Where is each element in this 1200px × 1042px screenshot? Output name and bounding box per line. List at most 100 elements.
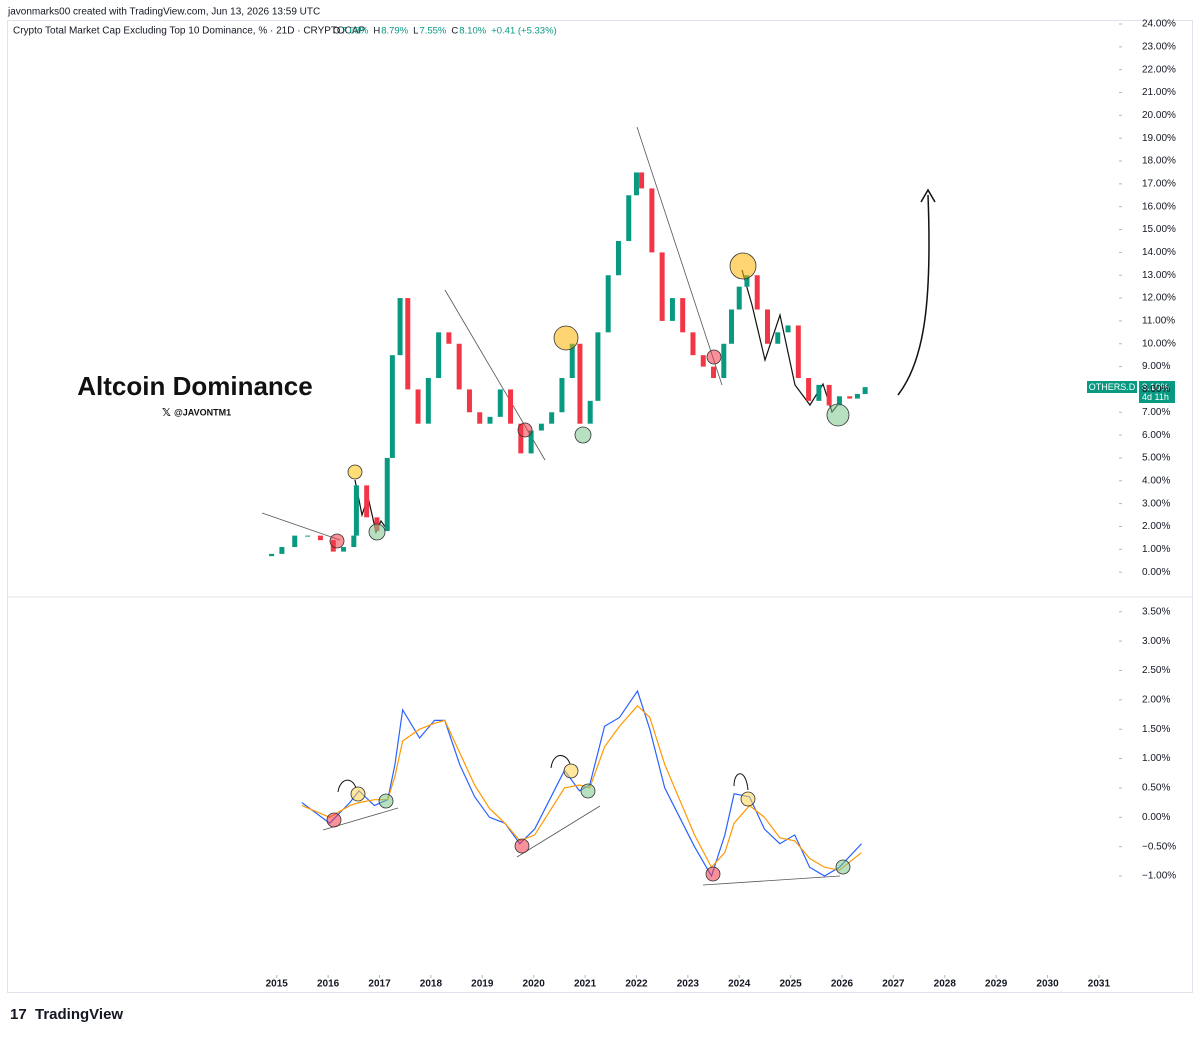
trend-line — [516, 805, 601, 858]
candle — [785, 325, 791, 333]
y-tick-label: 4.00% — [1142, 475, 1170, 486]
candle — [649, 188, 655, 253]
marker-yellow — [729, 252, 757, 280]
candle — [854, 394, 860, 399]
y-tick-label: −0.50% — [1142, 841, 1176, 852]
candle — [806, 378, 812, 401]
candle — [549, 412, 555, 424]
indicator-line — [301, 704, 862, 871]
ohlc-value: 8.10% — [459, 26, 486, 37]
candle — [269, 553, 275, 557]
candle — [744, 275, 750, 287]
y-tick-label: 2.00% — [1142, 521, 1170, 532]
candle — [764, 309, 770, 344]
y-tick-label: 18.00% — [1142, 156, 1176, 167]
marker-red — [326, 812, 342, 828]
y-tick-label: 6.00% — [1142, 430, 1170, 441]
arrow-head — [920, 188, 936, 203]
y-tick-label: 0.50% — [1142, 783, 1170, 794]
marker-red — [705, 866, 721, 882]
y-tick-label: 17.00% — [1142, 179, 1176, 190]
y-tick-label: 5.00% — [1142, 453, 1170, 464]
y-tick-label: 19.00% — [1142, 133, 1176, 144]
y-tick-label: 10.00% — [1142, 338, 1176, 349]
candle — [353, 485, 359, 536]
y-tick-label: 13.00% — [1142, 270, 1176, 281]
x-tick-label: 2023 — [677, 979, 700, 990]
symbol-tag — [1087, 381, 1137, 393]
marker-green — [826, 403, 850, 427]
candle — [466, 389, 472, 413]
candle — [700, 355, 706, 367]
curl-arrows — [337, 755, 749, 793]
candle — [508, 389, 514, 424]
candle — [680, 298, 686, 333]
candles — [269, 172, 868, 557]
candle — [456, 343, 462, 390]
candle — [587, 400, 593, 424]
candle — [497, 389, 503, 417]
y-tick-label: 1.50% — [1142, 724, 1170, 735]
marker-yellow — [347, 464, 363, 480]
x-tick-label: 2028 — [934, 979, 957, 990]
candle — [577, 343, 583, 424]
y-tick-label: −1.00% — [1142, 871, 1176, 882]
marker-green — [835, 859, 851, 875]
zigzag — [354, 479, 387, 534]
candle — [292, 535, 298, 548]
candle — [736, 286, 742, 310]
marker-yellow — [740, 791, 756, 807]
y-tick-label: 9.00% — [1142, 361, 1170, 372]
marker-red — [329, 533, 345, 549]
x-tick-label: 2027 — [882, 979, 905, 990]
candle — [446, 332, 452, 344]
y-tick-label: 2.00% — [1142, 694, 1170, 705]
candle — [690, 332, 696, 356]
candle — [639, 172, 645, 189]
curl-arrow — [733, 773, 749, 791]
trend-line — [702, 875, 841, 886]
marker-yellow — [563, 763, 579, 779]
x-tick-label: 2025 — [779, 979, 802, 990]
candle — [795, 325, 801, 379]
candle — [569, 343, 575, 379]
candle — [669, 298, 675, 321]
trend-line — [636, 126, 723, 386]
y-tick-label: 3.00% — [1142, 636, 1170, 647]
candle — [279, 547, 285, 554]
candle — [405, 298, 411, 390]
x-tick-label: 2015 — [266, 979, 289, 990]
ohlc-key: O — [333, 26, 340, 37]
candle — [659, 252, 665, 321]
signal-markers — [326, 252, 851, 882]
marker-green — [580, 783, 596, 799]
candle — [626, 195, 632, 241]
x-tick-label: 2031 — [1088, 979, 1111, 990]
candle — [775, 332, 781, 344]
candle — [477, 412, 483, 424]
candle — [436, 332, 442, 379]
ohlc-value: 7.68% — [341, 26, 368, 37]
candle — [605, 275, 611, 333]
indicator-line — [301, 689, 862, 878]
y-tick-label: 21.00% — [1142, 87, 1176, 98]
candle — [384, 457, 390, 532]
x-tick-label: 2026 — [831, 979, 854, 990]
ohlc-key: C — [451, 26, 458, 37]
ohlc-key: L — [413, 26, 418, 37]
price-tag-countdown: 4d 11h — [1142, 392, 1169, 402]
chart-frame — [7, 20, 1193, 993]
ohlc-value: 7.55% — [419, 26, 446, 37]
footer-logo: 17 — [10, 1006, 27, 1023]
y-tick-label: 1.00% — [1142, 544, 1170, 555]
candle — [389, 355, 395, 458]
ohlc-value: 8.79% — [381, 26, 408, 37]
candle — [425, 378, 431, 424]
candle — [615, 240, 621, 276]
x-tick-label: 2020 — [523, 979, 546, 990]
marker-red — [514, 838, 530, 854]
x-tick-label: 2024 — [728, 979, 751, 990]
handle: @JAVONTM1 — [174, 407, 231, 417]
